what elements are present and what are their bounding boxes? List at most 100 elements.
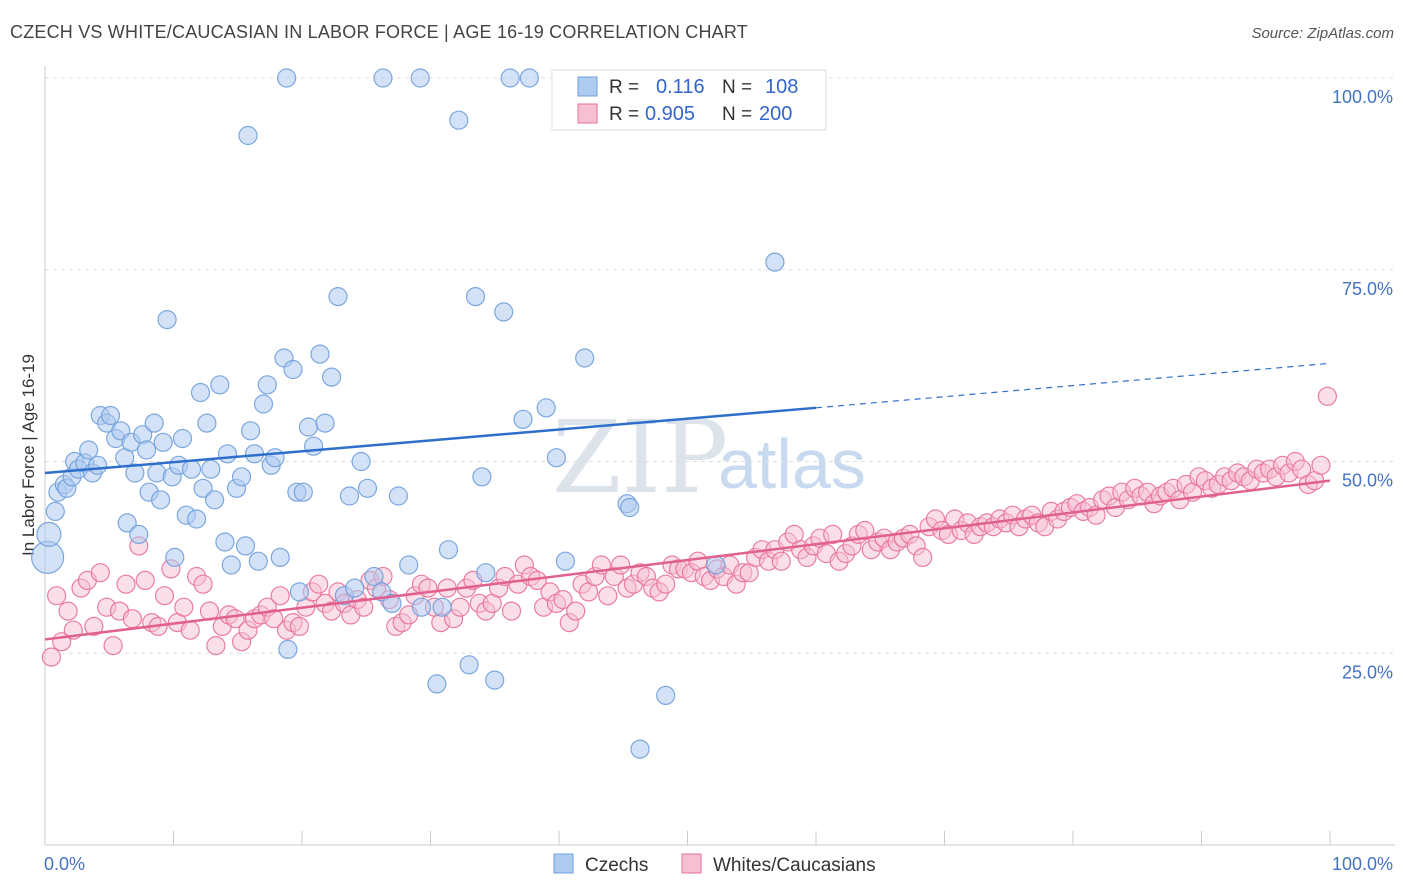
data-point bbox=[238, 125, 258, 146]
data-point bbox=[129, 524, 149, 545]
data-point bbox=[322, 367, 342, 387]
data-point bbox=[289, 616, 309, 637]
data-point bbox=[388, 486, 408, 506]
data-point bbox=[382, 593, 402, 614]
data-point bbox=[575, 348, 595, 368]
data-point bbox=[630, 739, 650, 759]
data-point bbox=[217, 444, 238, 464]
data-point bbox=[165, 547, 185, 568]
series-czechs bbox=[30, 68, 785, 759]
data-point bbox=[154, 586, 175, 606]
data-point bbox=[153, 432, 173, 452]
legend-r-value-czechs: 0.116 bbox=[656, 76, 705, 98]
legend-n-value-czechs: 108 bbox=[765, 76, 798, 98]
data-point bbox=[328, 287, 348, 307]
data-point bbox=[122, 609, 142, 629]
data-point bbox=[309, 574, 329, 594]
data-point bbox=[494, 302, 514, 322]
data-point bbox=[277, 68, 297, 88]
data-point bbox=[304, 436, 324, 456]
data-point bbox=[241, 421, 261, 441]
data-point bbox=[100, 405, 121, 426]
y-tick-label: 75.0% bbox=[1342, 279, 1393, 299]
data-point bbox=[553, 589, 573, 610]
data-point bbox=[117, 513, 137, 533]
data-point bbox=[459, 655, 479, 675]
legend-box: R = 0.116 N = 108 R = 0.905 N = 200 bbox=[551, 69, 827, 131]
data-point bbox=[357, 478, 378, 498]
data-point bbox=[190, 382, 211, 403]
data-point bbox=[913, 547, 933, 568]
bottom-legend-swatch-czechs bbox=[553, 853, 574, 874]
data-point bbox=[500, 68, 520, 88]
data-point bbox=[210, 375, 230, 395]
data-point bbox=[373, 68, 393, 88]
data-point bbox=[88, 455, 108, 475]
data-point bbox=[438, 540, 459, 560]
data-point bbox=[135, 570, 155, 591]
chart-title: CZECH VS WHITE/CAUCASIAN IN LABOR FORCE … bbox=[10, 22, 748, 42]
data-point bbox=[144, 413, 164, 433]
data-point bbox=[656, 574, 676, 594]
data-point bbox=[598, 586, 618, 606]
bottom-legend-label-whites: Whites/Caucasians bbox=[713, 855, 876, 876]
data-point bbox=[116, 574, 136, 594]
data-point bbox=[345, 578, 365, 598]
data-point bbox=[36, 521, 62, 548]
data-point bbox=[253, 394, 274, 414]
data-point bbox=[476, 563, 496, 583]
data-point bbox=[235, 536, 256, 556]
data-point bbox=[351, 451, 371, 472]
data-point bbox=[399, 555, 419, 575]
data-point bbox=[771, 551, 791, 571]
data-point bbox=[157, 310, 177, 330]
data-point bbox=[1311, 455, 1331, 475]
data-point bbox=[293, 482, 313, 502]
data-point bbox=[79, 440, 99, 460]
y-tick-label: 50.0% bbox=[1342, 471, 1393, 491]
bottom-legend-swatch-whites bbox=[681, 853, 702, 874]
data-point bbox=[298, 417, 318, 437]
data-point bbox=[449, 110, 469, 130]
x-tick-label: 100.0% bbox=[1332, 854, 1393, 874]
y-tick-label: 25.0% bbox=[1342, 662, 1393, 682]
x-tick-labels: 0.0% 100.0% bbox=[44, 854, 1393, 874]
data-point bbox=[536, 398, 556, 418]
data-point bbox=[706, 555, 726, 575]
data-point bbox=[174, 597, 194, 617]
data-point bbox=[310, 344, 330, 364]
y-axis-title: In Labor Force | Age 16-19 bbox=[19, 354, 38, 556]
data-point bbox=[656, 685, 676, 706]
data-point bbox=[181, 459, 202, 479]
data-point bbox=[201, 459, 221, 479]
data-point bbox=[232, 467, 252, 487]
data-point bbox=[151, 490, 171, 510]
legend-box-frame bbox=[551, 69, 827, 131]
data-point bbox=[566, 601, 586, 621]
legend-r-label-whites: R = bbox=[609, 104, 639, 125]
data-point bbox=[221, 555, 241, 575]
data-point bbox=[620, 497, 640, 518]
data-point bbox=[546, 448, 567, 468]
axes bbox=[44, 66, 1395, 846]
data-point bbox=[823, 524, 843, 545]
data-point bbox=[270, 547, 290, 568]
data-point bbox=[611, 555, 631, 575]
data-point bbox=[187, 509, 207, 529]
data-point bbox=[450, 597, 470, 617]
data-point bbox=[180, 620, 200, 640]
y-tick-label: 100.0% bbox=[1332, 87, 1393, 107]
data-point bbox=[555, 551, 576, 571]
data-point bbox=[197, 413, 217, 433]
data-point bbox=[485, 670, 505, 690]
data-point bbox=[339, 486, 360, 506]
bottom-legend: Czechs Whites/Caucasians bbox=[553, 853, 876, 876]
data-point bbox=[45, 501, 65, 521]
legend-r-value-whites: 0.905 bbox=[645, 103, 695, 125]
data-point bbox=[513, 409, 533, 429]
data-point bbox=[765, 252, 785, 272]
data-point bbox=[264, 609, 284, 629]
data-point bbox=[519, 68, 540, 88]
data-point bbox=[84, 616, 104, 637]
